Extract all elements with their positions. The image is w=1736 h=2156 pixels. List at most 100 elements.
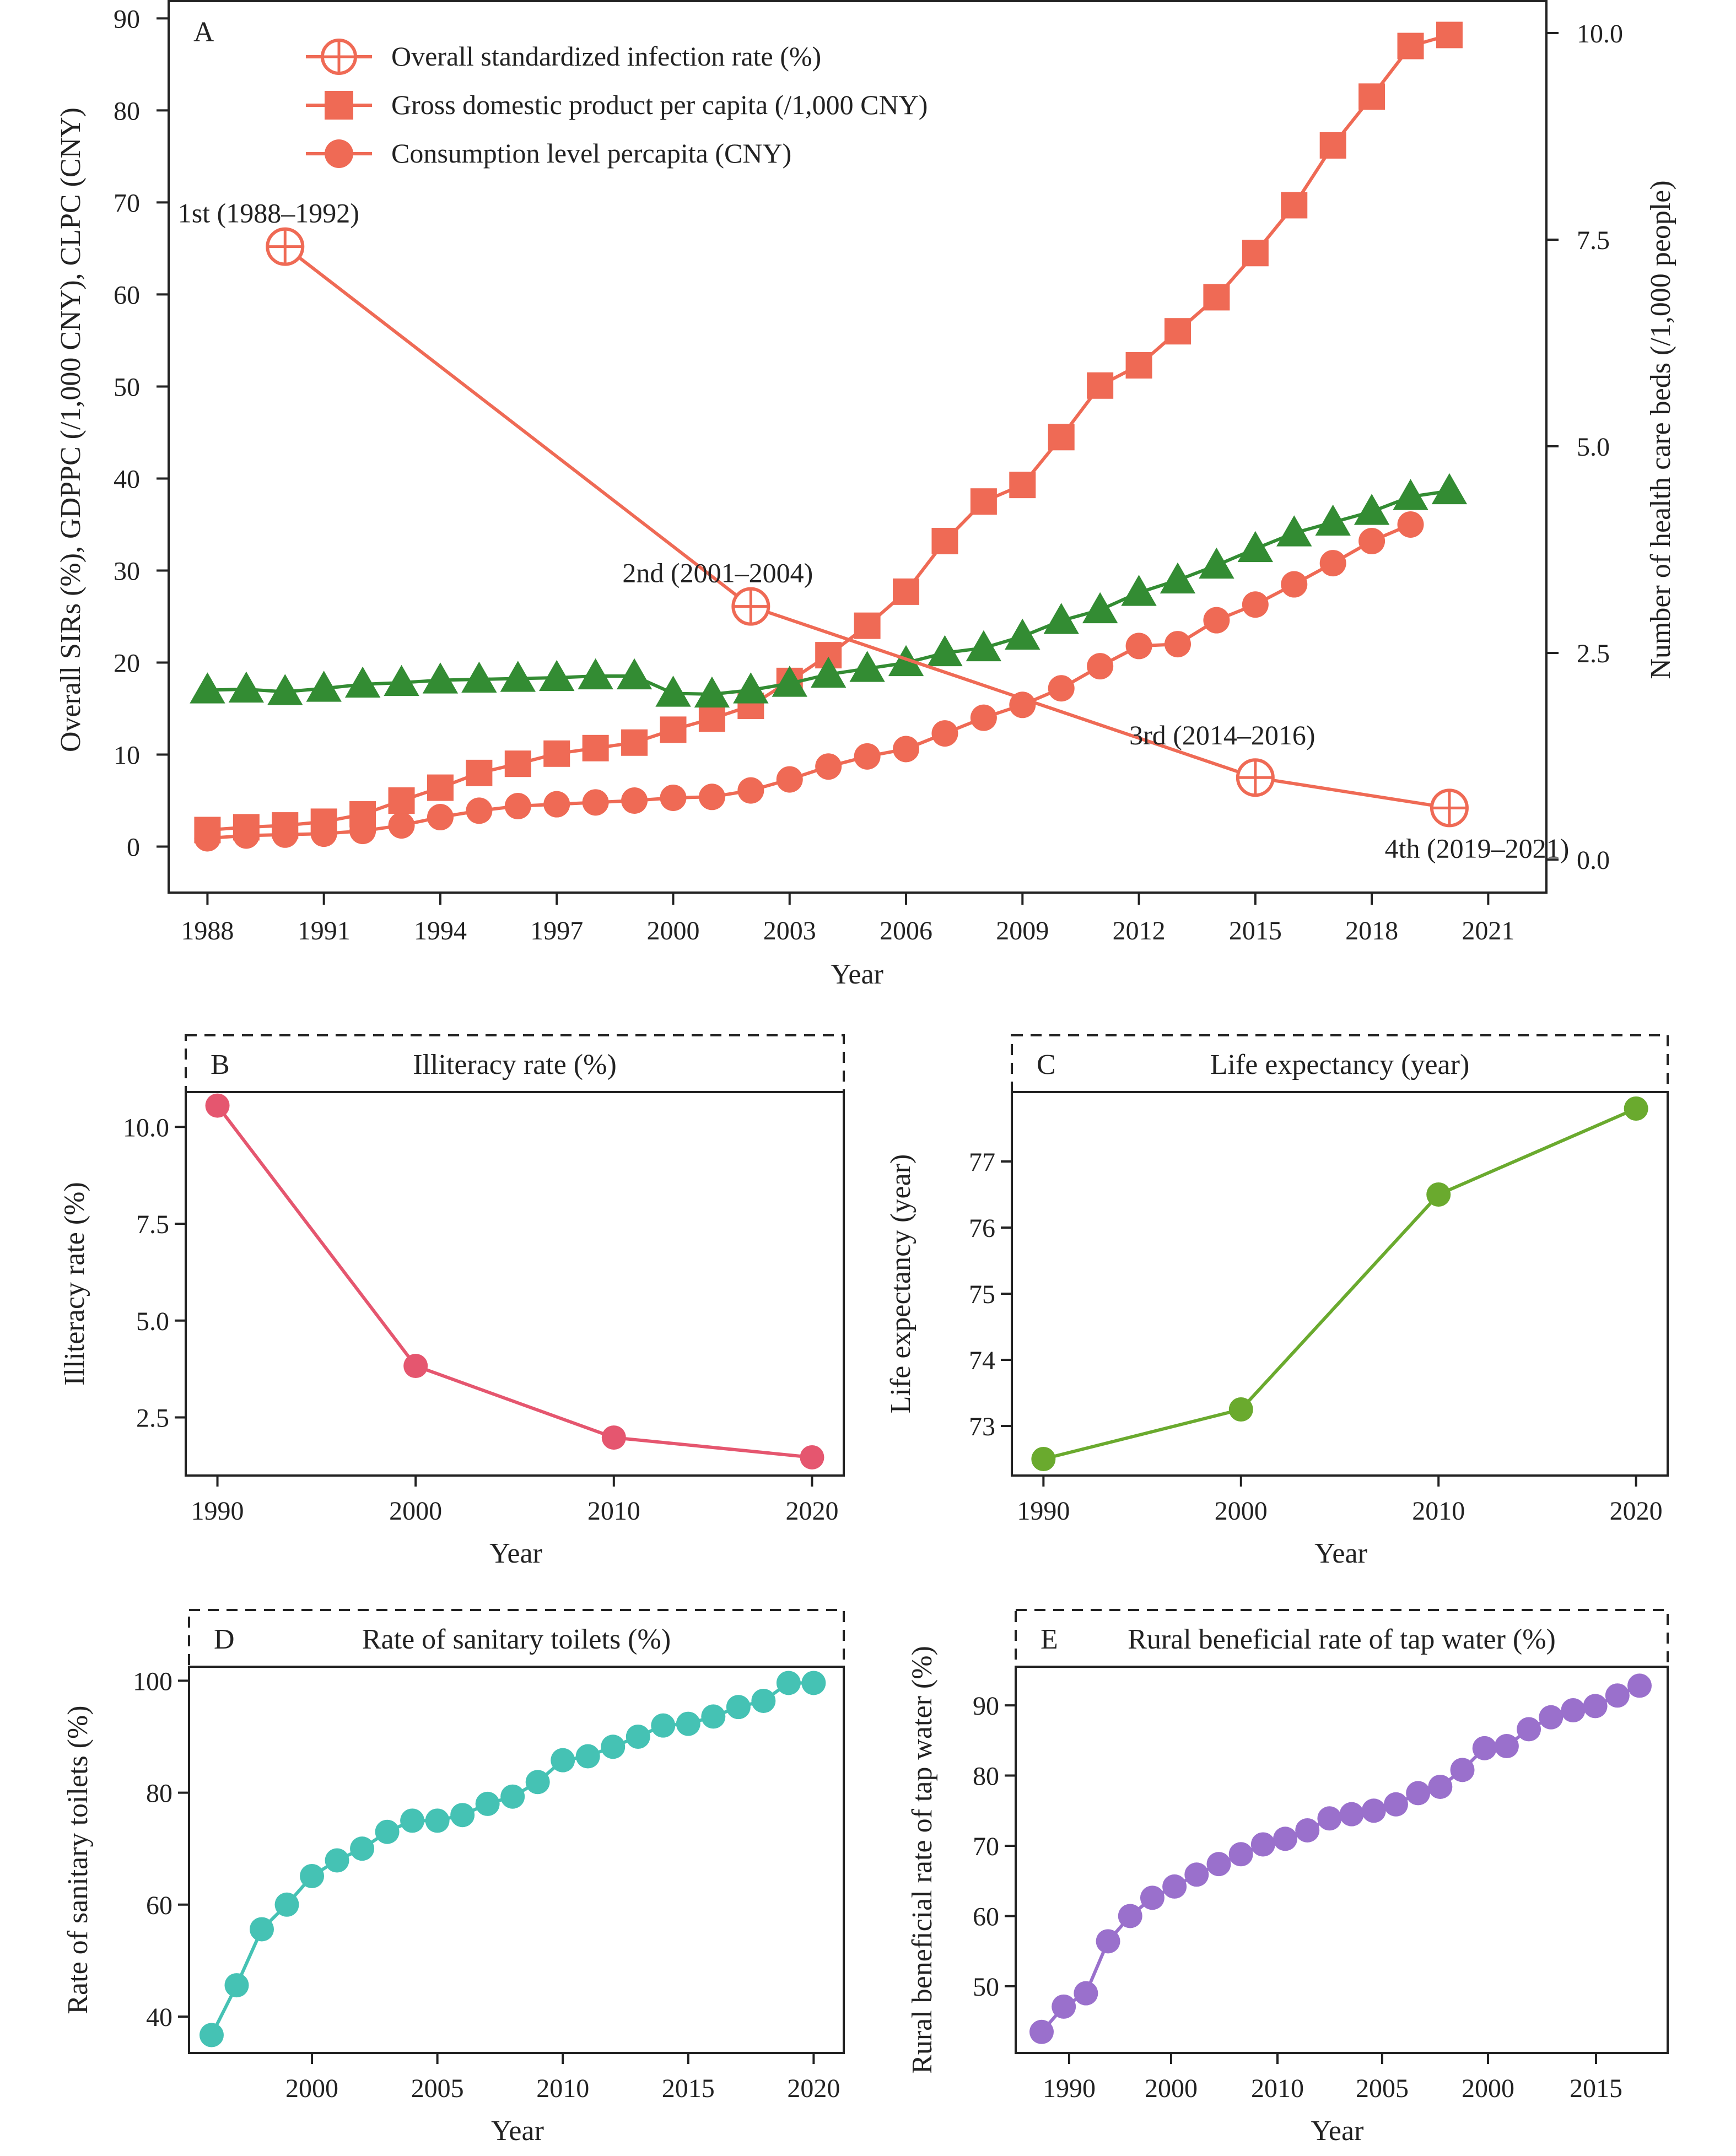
series-clpc-point	[1164, 631, 1191, 658]
series-beds-point	[1431, 473, 1468, 505]
x-axis-label: Year	[1311, 2115, 1364, 2147]
y-left-tick-label: 30	[114, 556, 140, 586]
y-right-tick-label: 10.0	[1577, 19, 1623, 48]
series-gdppc-point	[349, 801, 376, 828]
series-tap-water-point	[1472, 1736, 1497, 1760]
legend-marker	[325, 91, 353, 120]
series-sanitary-toilets-point	[425, 1808, 450, 1833]
series-clpc-point	[931, 720, 958, 747]
y-left-tick-label: 40	[114, 464, 140, 494]
series-sanitary-toilets-point	[676, 1711, 700, 1736]
x-tick-label: 2020	[785, 1496, 838, 1526]
series-tap-water-point	[1517, 1717, 1541, 1742]
x-tick-label: 2000	[285, 2074, 338, 2103]
series-clpc-point	[582, 789, 609, 816]
series-gdppc-point	[931, 528, 958, 555]
series-sanitary-toilets-point	[199, 2023, 224, 2047]
x-tick-label: 2021	[1462, 916, 1514, 945]
series-gdppc-point	[1087, 372, 1114, 399]
x-tick-label: 1991	[298, 916, 351, 945]
series-infection-rate-point	[1430, 788, 1469, 828]
plot-frame	[188, 1666, 845, 2054]
series-infection-rate-point	[266, 227, 305, 266]
series-tap-water-point	[1317, 1806, 1342, 1831]
y-right-tick-label: 2.5	[1577, 639, 1610, 668]
x-tick-label: 2009	[996, 916, 1049, 945]
panel-title: Rate of sanitary toilets (%)	[362, 1624, 671, 1655]
y-tick-label: 10.0	[123, 1113, 169, 1142]
series-tap-water-point	[1228, 1842, 1253, 1867]
series-tap-water-point	[1295, 1818, 1320, 1842]
series-tap-water-point	[1406, 1781, 1431, 1806]
legend-label: Consumption level percapita (CNY)	[391, 138, 791, 169]
series-gdppc-point	[1048, 424, 1075, 451]
series-clpc-point	[504, 793, 531, 820]
series-gdppc-point	[1319, 132, 1346, 159]
series-clpc-point	[466, 797, 493, 824]
series-clpc-point	[621, 787, 648, 814]
y-tick-label: 75	[969, 1280, 995, 1309]
series-life-expectancy-point	[1228, 1397, 1253, 1422]
series-clpc-point	[427, 804, 454, 831]
x-tick-label: 1997	[530, 916, 583, 945]
series-gdppc-point	[272, 812, 299, 839]
series-beds-point	[1199, 547, 1234, 579]
x-tick-label: 2000	[1145, 2074, 1198, 2103]
x-tick-label: 2010	[1412, 1496, 1465, 1526]
x-tick-label: 2018	[1345, 916, 1398, 945]
series-gdppc-point	[543, 740, 570, 767]
plot-frame	[1011, 1091, 1669, 1477]
series-tap-water-point	[1273, 1827, 1298, 1851]
panel-letter: E	[1040, 1624, 1058, 1655]
series-life-expectancy-point	[1031, 1447, 1056, 1471]
series-tap-water-point	[1184, 1862, 1209, 1887]
series-beds-point	[344, 666, 381, 698]
panel-title: Rural beneficial rate of tap water (%)	[1128, 1624, 1556, 1655]
series-sanitary-toilets-point	[776, 1671, 801, 1695]
series-beds-point	[306, 671, 342, 702]
series-tap-water-point	[1206, 1852, 1231, 1877]
series-gdppc-point	[388, 787, 415, 814]
x-tick-label: 1994	[414, 916, 467, 945]
x-tick-label: 2015	[662, 2074, 715, 2103]
series-tap-water-point	[1539, 1705, 1564, 1730]
series-life-expectancy-point	[1426, 1182, 1451, 1207]
series-tap-water-point	[1450, 1758, 1475, 1782]
series-tap-water-point	[1428, 1774, 1453, 1799]
x-axis-label: Year	[831, 959, 883, 990]
series-illiteracy-point	[205, 1093, 230, 1118]
series-beds-point	[694, 676, 730, 708]
x-tick-label: 2000	[1215, 1496, 1268, 1526]
series-sanitary-toilets-line	[210, 1681, 814, 2036]
series-sanitary-toilets-point	[250, 1917, 274, 1942]
y-tick-label: 40	[146, 2003, 172, 2032]
series-gdppc-point	[893, 578, 920, 605]
series-tap-water-point	[1140, 1885, 1164, 1910]
phase-annotation: 4th (2019–2021)	[1385, 833, 1570, 863]
series-sanitary-toilets-point	[626, 1724, 650, 1749]
series-gdppc-point	[1125, 352, 1152, 379]
series-gdppc-point	[233, 814, 260, 841]
y-right-tick-label: 0.0	[1577, 846, 1610, 875]
series-sanitary-toilets-point	[500, 1784, 525, 1809]
series-clpc-point	[660, 784, 687, 811]
series-beds-point	[384, 664, 419, 696]
series-sanitary-toilets-point	[551, 1748, 575, 1773]
y-tick-label: 80	[146, 1779, 172, 1808]
y-tick-label: 77	[969, 1148, 995, 1177]
y-tick-label: 90	[973, 1692, 999, 1721]
x-tick-label: 1990	[191, 1496, 244, 1526]
series-infection-rate-point	[1236, 758, 1275, 797]
series-gdppc-point	[1242, 240, 1269, 267]
series-sanitary-toilets-point	[375, 1819, 400, 1844]
series-beds-point	[655, 676, 691, 707]
series-gdppc-point	[660, 716, 687, 743]
x-tick-label: 2010	[587, 1496, 640, 1526]
panel-title: Illiteracy rate (%)	[413, 1049, 617, 1080]
series-clpc-point	[1358, 528, 1385, 555]
title-strip	[185, 1034, 845, 1093]
series-sanitary-toilets-point	[350, 1836, 375, 1861]
series-gdppc-point	[427, 774, 454, 801]
y-tick-label: 70	[973, 1832, 999, 1861]
phase-annotation: 2nd (2001–2004)	[622, 558, 813, 588]
